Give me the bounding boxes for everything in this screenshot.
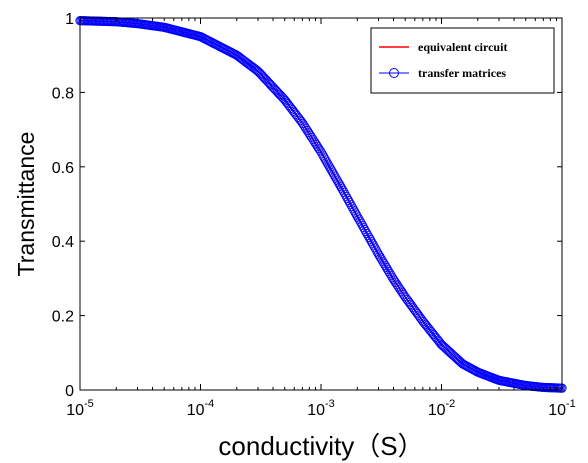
- data-point: [413, 310, 424, 320]
- data-point: [259, 72, 269, 82]
- data-point: [389, 276, 400, 286]
- data-point: [257, 71, 268, 81]
- data-point: [401, 293, 411, 303]
- data-point: [261, 75, 271, 85]
- data-point: [275, 89, 285, 100]
- data-point: [402, 294, 412, 305]
- data-point: [268, 82, 278, 92]
- data-point: [390, 277, 401, 288]
- y-tick-label: 1: [65, 11, 74, 28]
- data-point: [263, 77, 273, 87]
- data-point: [255, 68, 265, 79]
- data-point: [262, 76, 272, 86]
- series-layer: [75, 16, 567, 393]
- data-point: [253, 66, 263, 76]
- data-point: [271, 86, 281, 96]
- data-point: [260, 73, 270, 84]
- y-tick-label: 0.8: [52, 85, 74, 102]
- legend-box: [370, 27, 555, 94]
- x-axis-title: conductivity（S）: [218, 431, 423, 461]
- data-point: [296, 117, 307, 127]
- data-point: [267, 81, 277, 91]
- legend-marker-transfer-matrices: [389, 68, 399, 78]
- legend-label-equivalent-circuit: equivalent circuit: [418, 40, 507, 54]
- data-point: [294, 114, 304, 124]
- data-point: [405, 299, 416, 309]
- data-point: [415, 312, 425, 322]
- data-point: [403, 296, 413, 306]
- data-point: [270, 84, 280, 95]
- series-markers-transfer-matrices: [75, 16, 567, 393]
- y-tick-label: 0.4: [52, 234, 74, 251]
- data-point: [264, 78, 274, 88]
- data-point: [409, 304, 419, 314]
- data-point: [248, 63, 258, 73]
- data-point: [393, 281, 403, 291]
- data-point: [396, 286, 406, 296]
- data-point: [397, 288, 408, 298]
- data-point: [399, 290, 409, 300]
- data-point: [408, 302, 418, 313]
- data-point: [400, 291, 410, 301]
- data-point: [394, 283, 404, 293]
- data-point: [412, 309, 422, 319]
- data-point: [272, 87, 282, 97]
- data-point: [273, 88, 284, 98]
- data-point: [295, 115, 305, 125]
- data-point: [404, 298, 414, 308]
- y-tick-label: 0.6: [52, 160, 74, 177]
- x-tick-label: 10-2: [428, 398, 456, 419]
- y-axis-title: Transmittance: [13, 132, 39, 277]
- data-point: [416, 313, 426, 324]
- y-tick-label: 0.2: [52, 309, 74, 326]
- legend: equivalent circuit transfer matrices: [370, 27, 555, 94]
- x-tick-label: 10-3: [307, 398, 335, 419]
- x-tick-label: 10-1: [548, 398, 576, 419]
- legend-label-transfer-matrices: transfer matrices: [418, 66, 506, 80]
- x-tick-label: 10-5: [66, 398, 94, 419]
- data-point: [395, 284, 405, 295]
- data-point: [411, 307, 421, 317]
- data-point: [269, 83, 279, 93]
- data-point: [410, 305, 420, 316]
- data-point: [392, 279, 402, 289]
- data-point: [254, 67, 264, 77]
- data-point: [407, 301, 417, 311]
- data-point: [256, 70, 266, 80]
- data-point: [276, 91, 286, 101]
- ticks-layer: 0 0.2 0.4 0.6 0.8 1 10-5 10-4 10-3 10-2 10-1: [52, 11, 576, 419]
- y-tick-label: 0: [65, 383, 74, 400]
- x-tick-label: 10-4: [187, 398, 215, 419]
- data-point: [265, 80, 276, 90]
